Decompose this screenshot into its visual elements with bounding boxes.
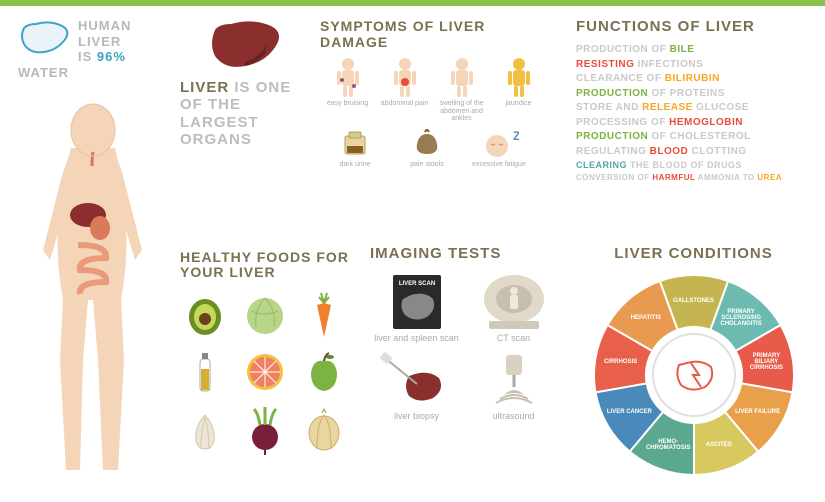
symptoms-title: SYMPTOMS OF LIVER DAMAGE xyxy=(320,18,550,50)
symptom-label: pale stools xyxy=(392,161,462,169)
imaging-item: liver biopsy xyxy=(370,350,463,422)
conditions-title: LIVER CONDITIONS xyxy=(576,245,811,262)
symptom-label: swelling of the abdomen and ankles xyxy=(434,100,489,123)
imaging-icon xyxy=(467,272,560,332)
function-line: PROCESSING OF HEMOGLOBIN xyxy=(576,116,811,131)
imaging-icon: LIVER SCAN xyxy=(370,272,463,332)
imaging-item: CT scan xyxy=(467,272,560,344)
condition-label: LIVER CANCER xyxy=(603,409,655,415)
symptom-item: abdominal pain xyxy=(377,56,432,123)
functions-section: FUNCTIONS OF LIVER PRODUCTION OF BILERES… xyxy=(576,18,811,184)
symptom-item: ZZ excessive fatigue xyxy=(464,127,534,169)
liver-outline-icon xyxy=(18,18,72,58)
food-cabbage-icon xyxy=(240,289,290,339)
condition-label: HEMO-CHROMATOSIS xyxy=(642,439,694,451)
food-oil-icon xyxy=(180,347,230,397)
largest-organ-fact: LIVER IS ONE OF THE LARGEST ORGANS xyxy=(180,18,310,148)
symptom-item: swelling of the abdomen and ankles xyxy=(434,56,489,123)
svg-text:LIVER SCAN: LIVER SCAN xyxy=(398,281,434,287)
food-garlic-icon xyxy=(180,405,230,455)
symptom-item: dark urine xyxy=(320,127,390,169)
imaging-label: ultrasound xyxy=(467,412,560,422)
top-accent-bar xyxy=(0,0,825,6)
foods-section: HEALTHY FOODS FOR YOUR LIVER xyxy=(180,250,355,455)
food-apple-icon xyxy=(299,347,349,397)
symptom-label: jaundice xyxy=(491,100,546,108)
functions-title: FUNCTIONS OF LIVER xyxy=(576,18,811,35)
condition-label: HEPATITIS xyxy=(620,315,672,321)
function-line: REGULATING BLOOD CLOTTING xyxy=(576,145,811,160)
conditions-section: LIVER CONDITIONS GALLSTONES PRIMARY SCLER… xyxy=(576,245,811,480)
symptom-label: excessive fatigue xyxy=(464,161,534,169)
condition-label: ASCITES xyxy=(693,442,745,448)
imaging-label: CT scan xyxy=(467,334,560,344)
imaging-label: liver biopsy xyxy=(370,412,463,422)
function-line: STORE AND RELEASE GLUCOSE xyxy=(576,101,811,116)
function-line: PRODUCTION OF CHOLESTEROL xyxy=(576,130,811,145)
imaging-icon xyxy=(467,350,560,410)
body-figure xyxy=(18,100,168,480)
food-beet-icon xyxy=(240,405,290,455)
imaging-item: ultrasound xyxy=(467,350,560,422)
condition-label: PRIMARY BILIARY CIRRHOSIS xyxy=(740,353,792,371)
symptom-label: easy bruising xyxy=(320,100,375,108)
function-line: PRODUCTION OF BILE xyxy=(576,43,811,58)
condition-label: PRIMARY SCLEROSING CHOLANGITIS xyxy=(715,309,767,327)
imaging-label: liver and spleen scan xyxy=(370,334,463,344)
water-line3: WATER xyxy=(18,65,158,81)
function-line: PRODUCTION OF PROTEINS xyxy=(576,87,811,102)
donut-center xyxy=(652,333,736,417)
symptom-label: abdominal pain xyxy=(377,100,432,108)
function-line: CLEARING THE BLOOD OF DRUGS xyxy=(576,159,811,172)
liver-icon xyxy=(205,18,285,73)
water-fact: HUMAN LIVER IS 96% WATER xyxy=(18,18,158,80)
symptom-label: dark urine xyxy=(320,161,390,169)
symptom-item: pale stools xyxy=(392,127,462,169)
function-line: CLEARANCE OF BILIRUBIN xyxy=(576,72,811,87)
condition-label: LIVER FAILURE xyxy=(732,409,784,415)
foods-title: HEALTHY FOODS FOR YOUR LIVER xyxy=(180,250,355,281)
imaging-section: IMAGING TESTS LIVER SCAN liver and splee… xyxy=(370,245,560,422)
symptom-item: jaundice xyxy=(491,56,546,123)
imaging-icon xyxy=(370,350,463,410)
food-grapefruit-icon xyxy=(240,347,290,397)
food-carrot-icon xyxy=(299,289,349,339)
condition-label: GALLSTONES xyxy=(668,298,720,304)
function-line: CONVERSION OF HARMFUL AMMONIA TO UREA xyxy=(576,172,811,184)
imaging-item: LIVER SCAN liver and spleen scan xyxy=(370,272,463,344)
food-avocado-icon xyxy=(180,289,230,339)
function-line: RESISTING INFECTIONS xyxy=(576,58,811,73)
symptoms-section: SYMPTOMS OF LIVER DAMAGE easy bruising a… xyxy=(320,18,550,169)
condition-label: CIRRHOSIS xyxy=(595,359,647,365)
symptom-item: easy bruising xyxy=(320,56,375,123)
imaging-title: IMAGING TESTS xyxy=(370,245,560,262)
food-onion-icon xyxy=(299,405,349,455)
